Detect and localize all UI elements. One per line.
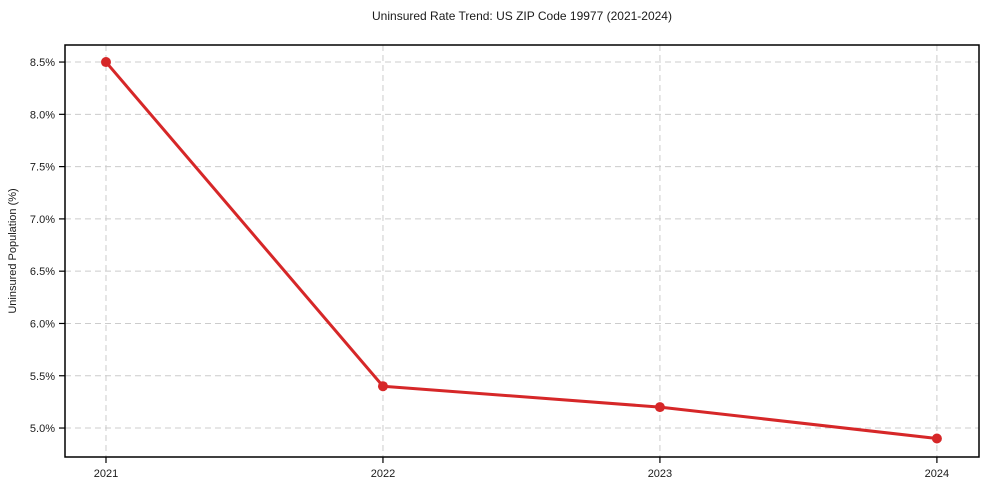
y-tick-label: 8.0% [30, 109, 55, 121]
plot-area: 5.0% 5.5% 6.0% 6.5% 7.0% 7.5% 8.0% 8.5% 2021 2022… [30, 44, 980, 480]
data-point-marker [654, 402, 665, 413]
y-tick-label: 8.5% [30, 57, 55, 69]
x-tick-label: 2023 [648, 468, 672, 480]
data-point-marker [100, 57, 111, 68]
trend-line [104, 60, 939, 440]
y-tick-label: 5.5% [30, 371, 55, 383]
plot-border [64, 44, 980, 458]
y-tick-label: 6.0% [30, 318, 55, 330]
y-tick-label: 7.5% [30, 162, 55, 174]
x-tick-label: 2024 [925, 468, 949, 480]
y-axis-label: Uninsured Population (%) [7, 188, 19, 313]
data-point-marker [377, 381, 388, 392]
y-tick-label: 6.5% [30, 266, 55, 278]
x-tick-label: 2022 [371, 468, 395, 480]
chart-title: Uninsured Rate Trend: US ZIP Code 19977 … [372, 9, 672, 23]
y-tick-label: 7.0% [30, 214, 55, 226]
x-tick-label: 2021 [94, 468, 118, 480]
data-point-marker [931, 433, 942, 444]
y-tick-label: 5.0% [30, 423, 55, 435]
